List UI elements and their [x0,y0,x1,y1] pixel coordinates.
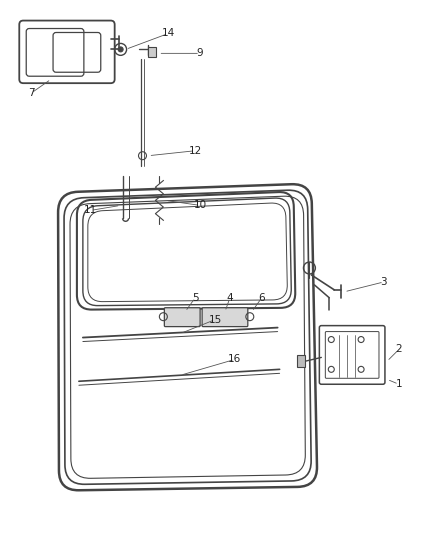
Circle shape [298,358,304,365]
Text: 10: 10 [194,200,207,211]
Text: 9: 9 [197,49,203,58]
Bar [148,47,156,58]
Text: 16: 16 [228,354,241,365]
Text: 6: 6 [258,293,265,303]
Text: 14: 14 [162,28,175,38]
Bar [297,356,305,367]
Text: 11: 11 [84,205,97,215]
FancyBboxPatch shape [164,308,200,327]
Text: 2: 2 [396,344,402,354]
Circle shape [118,47,123,52]
Text: 15: 15 [208,314,222,325]
Text: 12: 12 [188,146,202,156]
Text: 1: 1 [396,379,402,389]
Text: 3: 3 [381,277,387,287]
Text: 4: 4 [226,293,233,303]
FancyBboxPatch shape [202,308,248,327]
Text: 5: 5 [192,293,198,303]
Text: 7: 7 [28,88,35,98]
